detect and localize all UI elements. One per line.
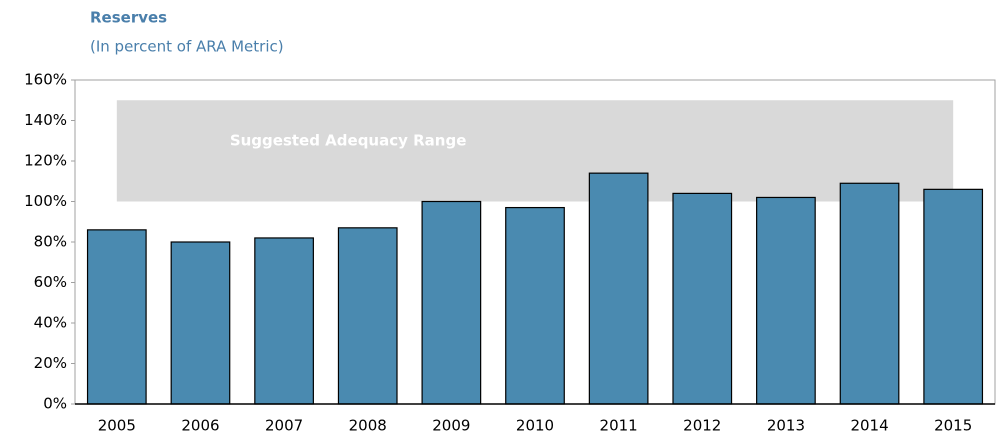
y-tick-label: 40%: [34, 314, 67, 332]
bar: [672, 192, 733, 405]
x-tick-label: 2010: [516, 417, 554, 435]
adequacy-band: [116, 100, 954, 202]
y-tick-label: 0%: [43, 395, 67, 413]
bar: [588, 172, 649, 405]
y-tick-label: 20%: [34, 354, 67, 372]
y-tick-label: 60%: [34, 273, 67, 291]
bar: [170, 241, 231, 405]
x-tick-label: 2014: [850, 417, 888, 435]
y-tick-label: 80%: [34, 233, 67, 251]
y-tick-label: 100%: [24, 192, 67, 210]
x-tick-label: 2005: [98, 417, 136, 435]
bar: [86, 229, 147, 405]
bar: [254, 237, 314, 405]
y-tick-label: 120%: [24, 152, 67, 170]
bar: [923, 188, 984, 405]
chart-title: Reserves: [90, 9, 167, 27]
x-tick-label: 2008: [349, 417, 387, 435]
bar: [421, 200, 482, 405]
x-tick-label: 2007: [265, 417, 303, 435]
x-tick-label: 2006: [181, 417, 219, 435]
y-tick-label: 140%: [24, 111, 67, 129]
x-tick-label: 2009: [432, 417, 470, 435]
bar: [756, 196, 816, 405]
bar: [505, 206, 565, 405]
bar: [839, 182, 900, 405]
y-tick-label: 160%: [24, 71, 67, 89]
band-label: Suggested Adequacy Range: [230, 131, 467, 149]
x-tick-label: 2015: [934, 417, 972, 435]
x-tick-label: 2012: [683, 417, 721, 435]
bar: [337, 227, 398, 405]
x-tick-label: 2013: [767, 417, 805, 435]
chart-subtitle: (In percent of ARA Metric): [90, 38, 284, 56]
x-tick-label: 2011: [600, 417, 638, 435]
